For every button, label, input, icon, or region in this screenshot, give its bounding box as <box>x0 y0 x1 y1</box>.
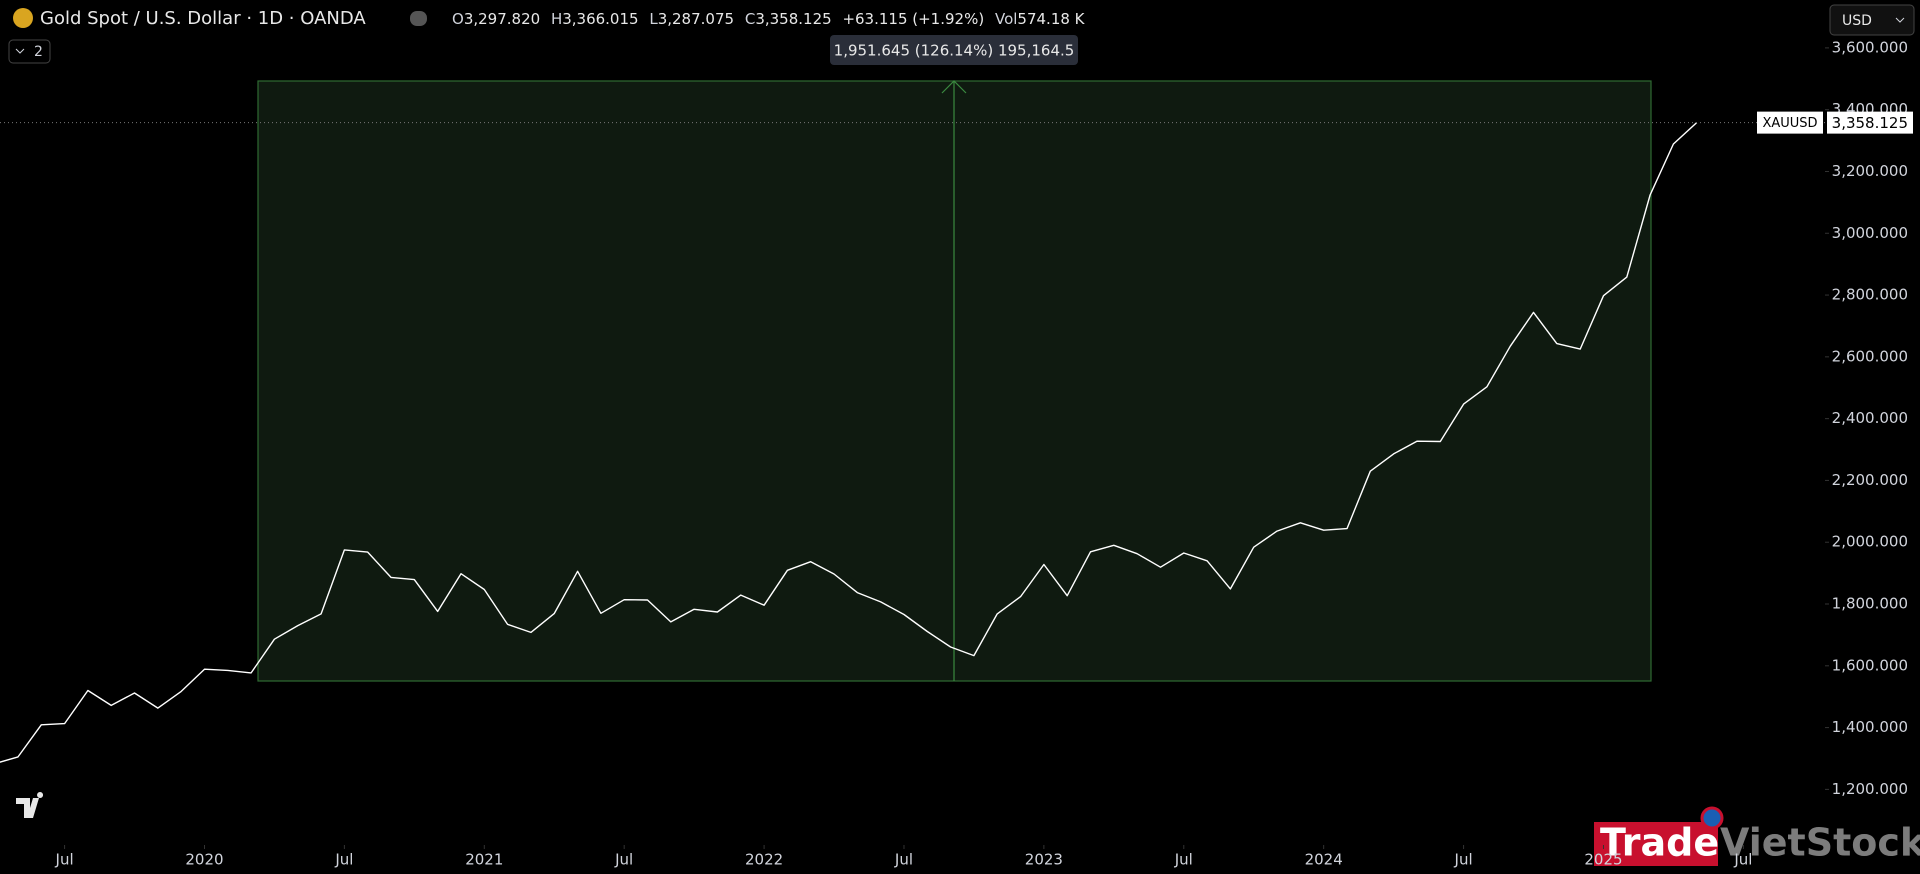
x-tick-label: Jul <box>614 851 633 869</box>
symbol-title: Gold Spot / U.S. Dollar · 1D · OANDA <box>40 8 366 29</box>
y-tick-label: 2,600.000 <box>1832 347 1908 365</box>
open-value: 3,297.820 <box>464 10 540 28</box>
measure-label-bg <box>830 35 1078 65</box>
currency-select[interactable] <box>1829 4 1915 36</box>
x-tick-label: Jul <box>1454 851 1473 869</box>
chevron <box>1895 17 1905 23</box>
y-tick-label: 1,800.000 <box>1832 595 1908 613</box>
plot-area <box>0 122 1698 763</box>
x-tick-label: Jul <box>1174 851 1193 869</box>
price-tag-value: 3,358.125 <box>1832 114 1908 132</box>
y-tick-label: 2,400.000 <box>1832 409 1908 427</box>
close-value: 3,358.125 <box>755 10 831 28</box>
price-tag <box>1827 111 1913 134</box>
y-tick-label: 3,200.000 <box>1832 162 1908 180</box>
x-tick-label: 2020 <box>185 851 223 869</box>
y-tick-label: 1,400.000 <box>1832 718 1908 736</box>
y-tick-label: 1,200.000 <box>1832 780 1908 798</box>
y-tick-label: 2,000.000 <box>1832 533 1908 551</box>
y-tick-label: 3,600.000 <box>1832 38 1908 56</box>
change: +63.115 (+1.92%) <box>842 10 984 28</box>
watermark-trade: Trade <box>1600 821 1719 865</box>
x-tick-label: 2021 <box>465 851 503 869</box>
low-label: L <box>649 10 658 28</box>
x-tick-label: 2022 <box>745 851 783 869</box>
tv-logo <box>16 792 44 818</box>
high-label: H <box>551 10 562 28</box>
vol-label: Vol <box>995 10 1017 28</box>
currency: USD <box>1842 13 1872 29</box>
ticker: XAUUSD <box>1762 116 1817 131</box>
vol-value: 574.18 K <box>1017 10 1085 28</box>
indicator-count: 2 <box>34 44 43 60</box>
high-value: 3,366.015 <box>562 10 638 28</box>
y-tick-label: 3,000.000 <box>1832 224 1908 242</box>
x-tick-label: 2024 <box>1305 851 1343 869</box>
collapse-button[interactable] <box>410 11 427 26</box>
x-tick-label: Jul <box>55 851 74 869</box>
indicator-toggle[interactable] <box>8 39 51 64</box>
x-tick-label: Jul <box>1733 851 1752 869</box>
x-tick-label: 2023 <box>1025 851 1063 869</box>
x-tick-label: 2025 <box>1584 851 1622 869</box>
x-tick-label: Jul <box>894 851 913 869</box>
y-tick-label: 1,600.000 <box>1832 656 1908 674</box>
measure-label: 1,951.645 (126.14%) 195,164.5 <box>834 42 1075 60</box>
x-tick-label: Jul <box>334 851 353 869</box>
measure-arrowhead <box>941 80 967 94</box>
watermark-vietstock: VietStock <box>1720 821 1920 865</box>
ticker-tag <box>1757 111 1823 134</box>
y-tick-label: 2,200.000 <box>1832 471 1908 489</box>
watermark-bg <box>1594 822 1718 866</box>
y-tick-label: 2,800.000 <box>1832 286 1908 304</box>
ohlc: O3,297.820 H3,366.015 L3,287.075 C3,358.… <box>452 10 1086 28</box>
symbol-icon <box>13 8 33 28</box>
open-label: O <box>452 10 464 28</box>
low-value: 3,287.075 <box>658 10 734 28</box>
close-label: C <box>745 10 755 28</box>
watermark-globe <box>1700 806 1724 830</box>
chevron <box>15 48 25 54</box>
price-line <box>0 122 1698 763</box>
